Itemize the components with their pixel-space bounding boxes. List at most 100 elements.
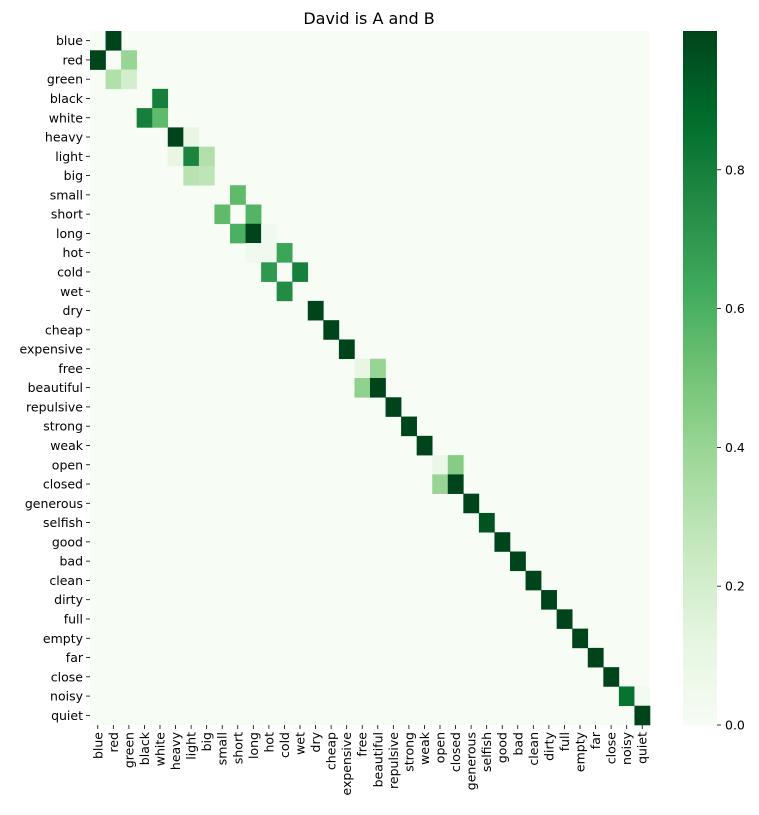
y-tick-label: bad	[59, 554, 83, 569]
heatmap-cell	[338, 339, 355, 360]
y-tick-label: green	[47, 72, 83, 87]
x-tick-label: noisy	[619, 731, 634, 765]
heatmap-cell	[183, 165, 200, 186]
heatmap-cell	[432, 455, 449, 475]
heatmap-cell	[121, 50, 137, 70]
y-tick-label: beautiful	[28, 380, 83, 395]
y-tick-label: wet	[60, 284, 83, 299]
y-tick-label: far	[66, 650, 84, 665]
heatmap-cell	[587, 647, 604, 668]
colorbar-tick-label: 0.6	[725, 301, 745, 316]
x-tick-label: quiet	[635, 732, 650, 764]
heatmap-cell	[198, 165, 215, 186]
y-tick-label: dry	[63, 303, 84, 318]
heatmap-cell	[152, 88, 169, 109]
heatmap-cell	[245, 243, 262, 263]
x-tick-label: expensive	[339, 732, 354, 796]
x-tick-label: close	[604, 732, 619, 765]
heatmap-cell	[121, 69, 137, 90]
heatmap-cell	[167, 127, 184, 147]
y-tick-label: open	[52, 457, 83, 472]
x-tick-label: long	[246, 732, 261, 759]
heatmap-cell	[198, 146, 215, 167]
heatmap-cell	[105, 31, 122, 51]
x-tick-label: blue	[90, 732, 105, 759]
heatmap-cell	[261, 243, 277, 263]
x-tick-label: white	[153, 732, 168, 767]
heatmap-cell	[603, 667, 620, 687]
y-tick-label: strong	[43, 419, 83, 434]
heatmap-cell	[618, 686, 635, 707]
heatmap-cell	[416, 435, 433, 456]
heatmap-cell	[183, 127, 200, 147]
heatmap-cell	[136, 108, 153, 128]
y-tick-label: free	[58, 361, 83, 376]
x-tick-label: good	[495, 732, 510, 763]
y-tick-label: small	[50, 187, 83, 202]
colorbar-tick-label: 0.0	[725, 718, 745, 733]
y-tick-label: full	[64, 611, 83, 626]
heatmap-cell	[214, 204, 231, 225]
x-tick-label: far	[588, 731, 603, 749]
x-tick-label: selfish	[479, 732, 494, 772]
colorbar-tick-label: 0.2	[725, 579, 745, 594]
y-tick-label: weak	[50, 438, 84, 453]
y-tick-label: repulsive	[26, 399, 83, 414]
x-tick-label: dry	[308, 731, 323, 752]
y-tick-label: black	[50, 91, 84, 106]
x-tick-label: heavy	[168, 731, 183, 770]
x-tick-label: strong	[401, 732, 416, 772]
x-tick-label: free	[355, 732, 370, 757]
heatmap-cell	[634, 705, 651, 726]
heatmap-cell	[463, 493, 480, 514]
heatmap-cell	[370, 358, 386, 379]
heatmap-cell	[230, 185, 246, 205]
y-tick-label: cheap	[45, 322, 83, 337]
heatmap-cell	[354, 358, 371, 379]
x-tick-label: cold	[277, 732, 292, 758]
x-tick-label: wet	[293, 732, 308, 755]
heatmap-cell	[323, 320, 340, 340]
x-tick-label: generous	[464, 732, 479, 790]
x-tick-label: repulsive	[386, 732, 401, 789]
y-tick-label: light	[55, 149, 83, 164]
y-tick-label: quiet	[51, 708, 83, 723]
y-tick-label: heavy	[45, 130, 84, 145]
heatmap-cell	[572, 628, 589, 649]
x-tick-label: open	[433, 732, 448, 763]
heatmap-cell	[90, 50, 106, 70]
y-tick-label: selfish	[43, 515, 83, 530]
x-tick-label: green	[121, 732, 136, 768]
y-tick-label: close	[51, 669, 84, 684]
y-tick-label: generous	[25, 496, 83, 511]
heatmap-cell	[525, 570, 542, 591]
x-tick-label: dirty	[541, 731, 556, 760]
heatmap-cell	[152, 108, 169, 128]
heatmap-cell	[230, 223, 246, 244]
x-tick-label: empty	[573, 731, 588, 772]
y-tick-label: blue	[56, 33, 83, 48]
heatmap-cell	[556, 609, 573, 629]
y-tick-label: empty	[43, 631, 84, 646]
heatmap-cell	[432, 474, 449, 494]
heatmap-cell	[292, 262, 309, 282]
heatmap-cell	[307, 300, 324, 321]
y-tick-label: big	[64, 168, 83, 183]
heatmap-cell	[447, 455, 464, 475]
x-tick-label: black	[137, 731, 152, 765]
y-tick-label: short	[51, 207, 83, 222]
x-tick-label: small	[215, 732, 230, 765]
heatmap-cell	[183, 146, 200, 167]
heatmap-cell	[105, 69, 122, 90]
y-tick-label: expensive	[20, 342, 84, 357]
x-tick-label: hot	[261, 732, 276, 753]
heatmap-cell	[276, 243, 293, 263]
x-tick-label: weak	[417, 731, 432, 765]
x-tick-label: beautiful	[370, 732, 385, 787]
heatmap-cell	[276, 281, 293, 302]
x-tick-label: short	[230, 732, 245, 764]
x-tick-label: red	[106, 732, 121, 753]
heatmap-cell	[541, 590, 557, 610]
y-tick-label: clean	[49, 573, 83, 588]
